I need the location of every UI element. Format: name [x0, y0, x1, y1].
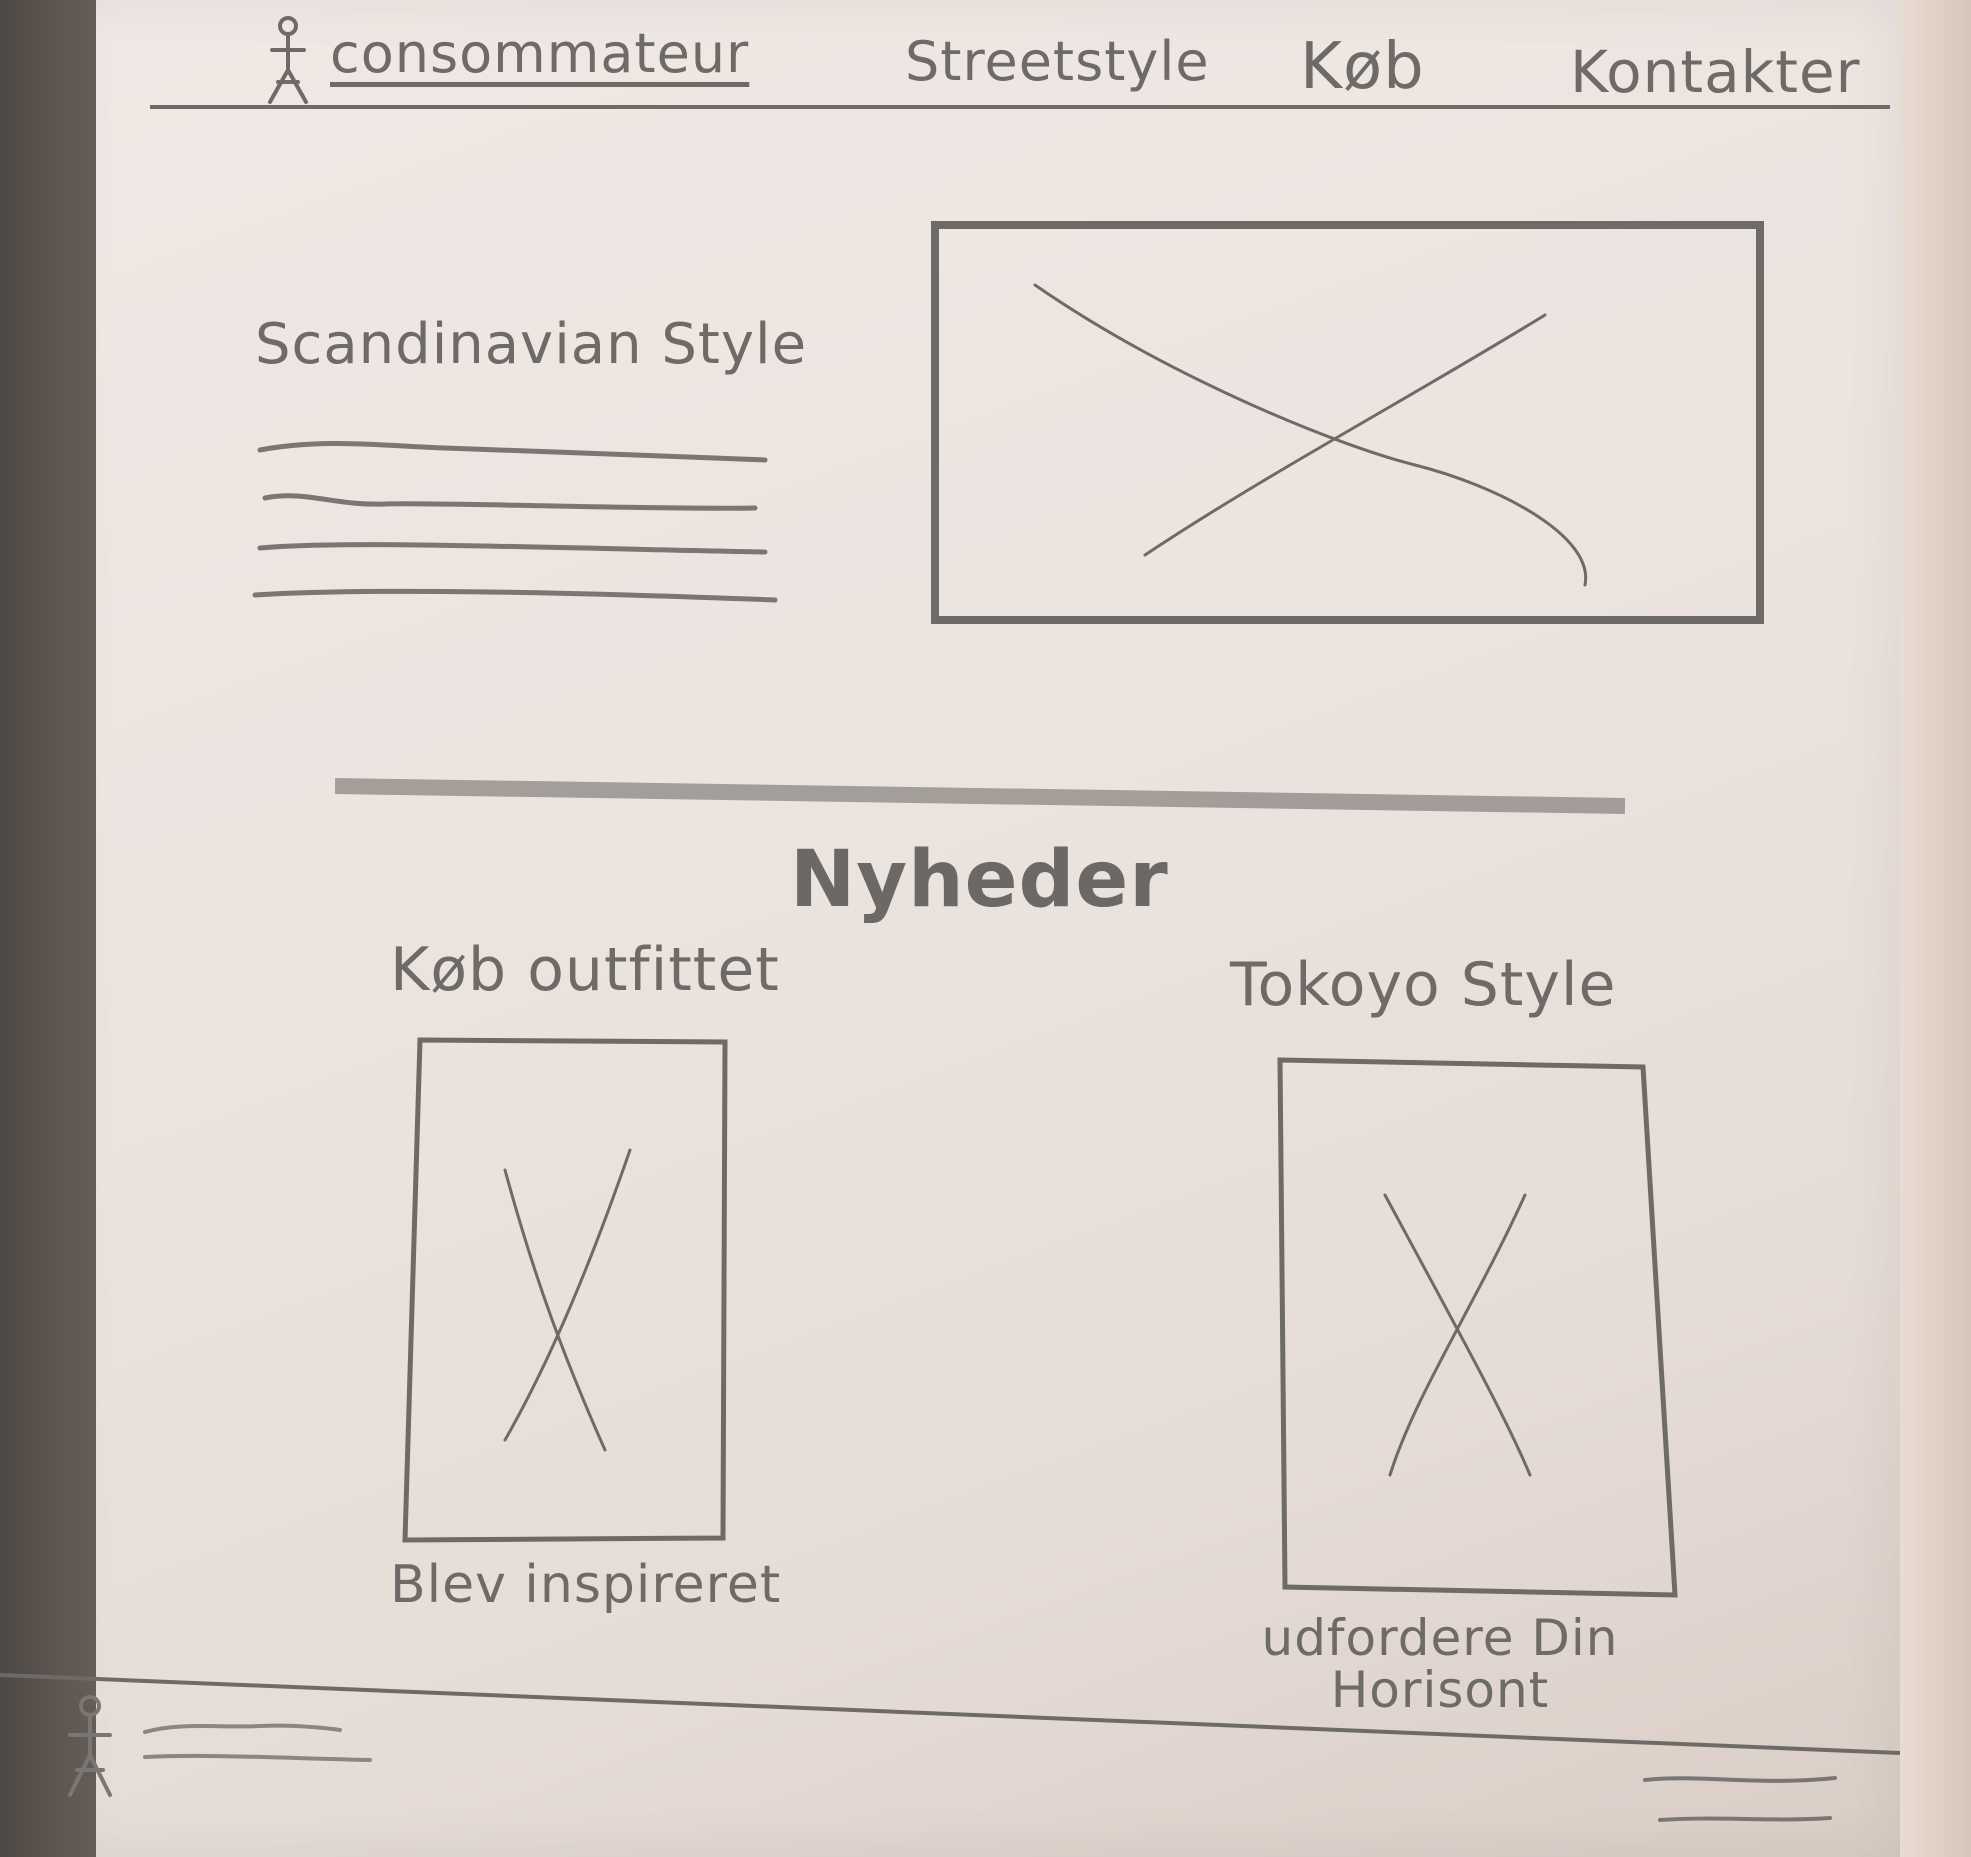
nav-kontakter[interactable]: Kontakter — [1570, 38, 1861, 106]
card-title[interactable]: Køb outfittet — [390, 935, 780, 1005]
card-caption: Blev inspireret — [390, 1555, 782, 1615]
adjacent-paper — [1900, 0, 1971, 1857]
paper-sheet — [96, 0, 1926, 1857]
footer-links-scribble[interactable] — [1640, 1760, 1850, 1850]
card-image-placeholder[interactable] — [395, 1030, 740, 1550]
hero-text-placeholder — [252, 441, 778, 603]
hero-image-placeholder[interactable] — [915, 215, 1775, 635]
card-image-placeholder[interactable] — [1265, 1055, 1685, 1610]
brand-logo-text[interactable]: consommateur — [330, 22, 750, 85]
nav-streetstyle[interactable]: Streetstyle — [905, 30, 1210, 93]
footer-logo-icon[interactable] — [55, 1690, 125, 1800]
nav-kob[interactable]: Køb — [1300, 30, 1425, 104]
section-title: Nyheder — [790, 835, 1169, 925]
card-title[interactable]: Tokoyo Style — [1230, 950, 1617, 1020]
logo-icon[interactable] — [258, 12, 318, 107]
section-divider — [335, 778, 1625, 814]
footer-brand-scribble[interactable] — [140, 1712, 380, 1772]
card-caption: udfordere Din Horisont — [1261, 1609, 1619, 1719]
footer-divider — [0, 1673, 1901, 1755]
header-divider — [150, 105, 1890, 109]
hero-title: Scandinavian Style — [255, 312, 808, 377]
